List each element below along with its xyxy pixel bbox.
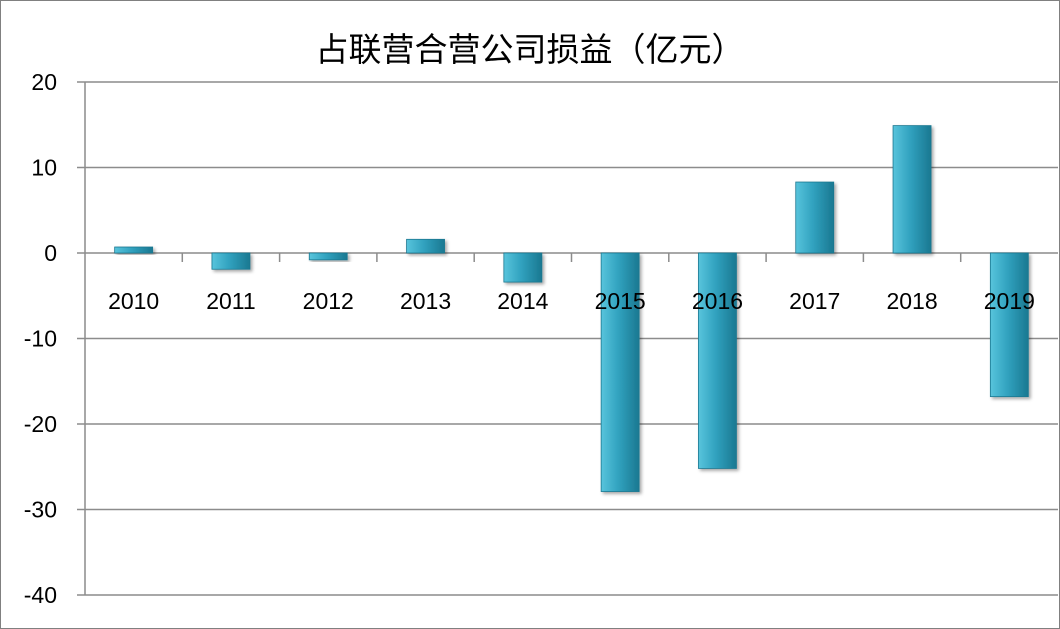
x-tick-label: 2016 [692,288,743,314]
x-tick-label: 2013 [400,288,451,314]
bar-2011 [211,252,251,270]
bar-2010 [114,246,154,254]
bar-2016 [698,252,737,469]
x-tick-label: 2019 [984,288,1035,314]
y-tick-label: -30 [24,497,57,523]
bar-2014 [503,252,543,283]
bar-2018 [892,125,932,254]
x-tick-label: 2012 [303,288,354,314]
x-tick-label: 2018 [886,288,937,314]
bars [114,125,1029,492]
y-tick-label: 0 [44,240,57,266]
y-tick-label: 20 [31,69,57,95]
y-tick-label: -20 [24,411,57,437]
bar-2013 [406,238,445,254]
chart-title: 占联营合营公司损益（亿元） [316,30,745,69]
y-tick-label: -40 [24,582,57,608]
x-tick-label: 2011 [206,288,255,314]
y-tick-label: -10 [24,326,57,352]
bar-2017 [795,181,835,254]
x-tick-label: 2017 [789,288,840,314]
x-tick-label: 2015 [595,288,646,314]
x-tick-label: 2014 [497,288,548,314]
y-tick-label: 10 [31,155,57,181]
x-tick-label: 2010 [108,288,159,314]
bar-2012 [308,252,348,261]
bar-2015 [600,252,640,492]
bar-2019 [989,252,1029,398]
